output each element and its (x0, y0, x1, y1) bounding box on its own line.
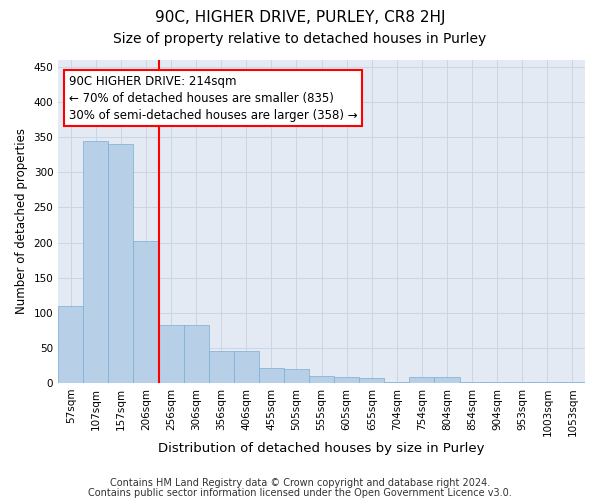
Bar (83, 140, 109, 383)
Bar (535, 382, 560, 383)
X-axis label: Distribution of detached houses by size in Purley: Distribution of detached houses by size … (158, 442, 485, 455)
Bar (309, 376, 334, 383)
Text: 90C, HIGHER DRIVE, PURLEY, CR8 2HJ: 90C, HIGHER DRIVE, PURLEY, CR8 2HJ (155, 10, 445, 25)
Bar (460, 382, 485, 383)
Bar (434, 378, 460, 383)
Bar (209, 350, 234, 383)
Bar (510, 382, 535, 383)
Bar (409, 378, 434, 383)
Bar (560, 382, 585, 383)
Bar (359, 378, 385, 383)
Bar (385, 382, 409, 383)
Y-axis label: Number of detached properties: Number of detached properties (15, 128, 28, 314)
Bar (284, 369, 309, 383)
Bar (234, 350, 259, 383)
Bar (259, 368, 284, 383)
Bar (158, 324, 184, 383)
Bar (334, 378, 359, 383)
Text: Contains public sector information licensed under the Open Government Licence v3: Contains public sector information licen… (88, 488, 512, 498)
Text: Size of property relative to detached houses in Purley: Size of property relative to detached ho… (113, 32, 487, 46)
Text: 90C HIGHER DRIVE: 214sqm
← 70% of detached houses are smaller (835)
30% of semi-: 90C HIGHER DRIVE: 214sqm ← 70% of detach… (69, 74, 358, 122)
Bar (109, 144, 133, 383)
Text: Contains HM Land Registry data © Crown copyright and database right 2024.: Contains HM Land Registry data © Crown c… (110, 478, 490, 488)
Bar (58, 306, 83, 383)
Bar (133, 241, 158, 383)
Bar (485, 382, 510, 383)
Bar (184, 324, 209, 383)
